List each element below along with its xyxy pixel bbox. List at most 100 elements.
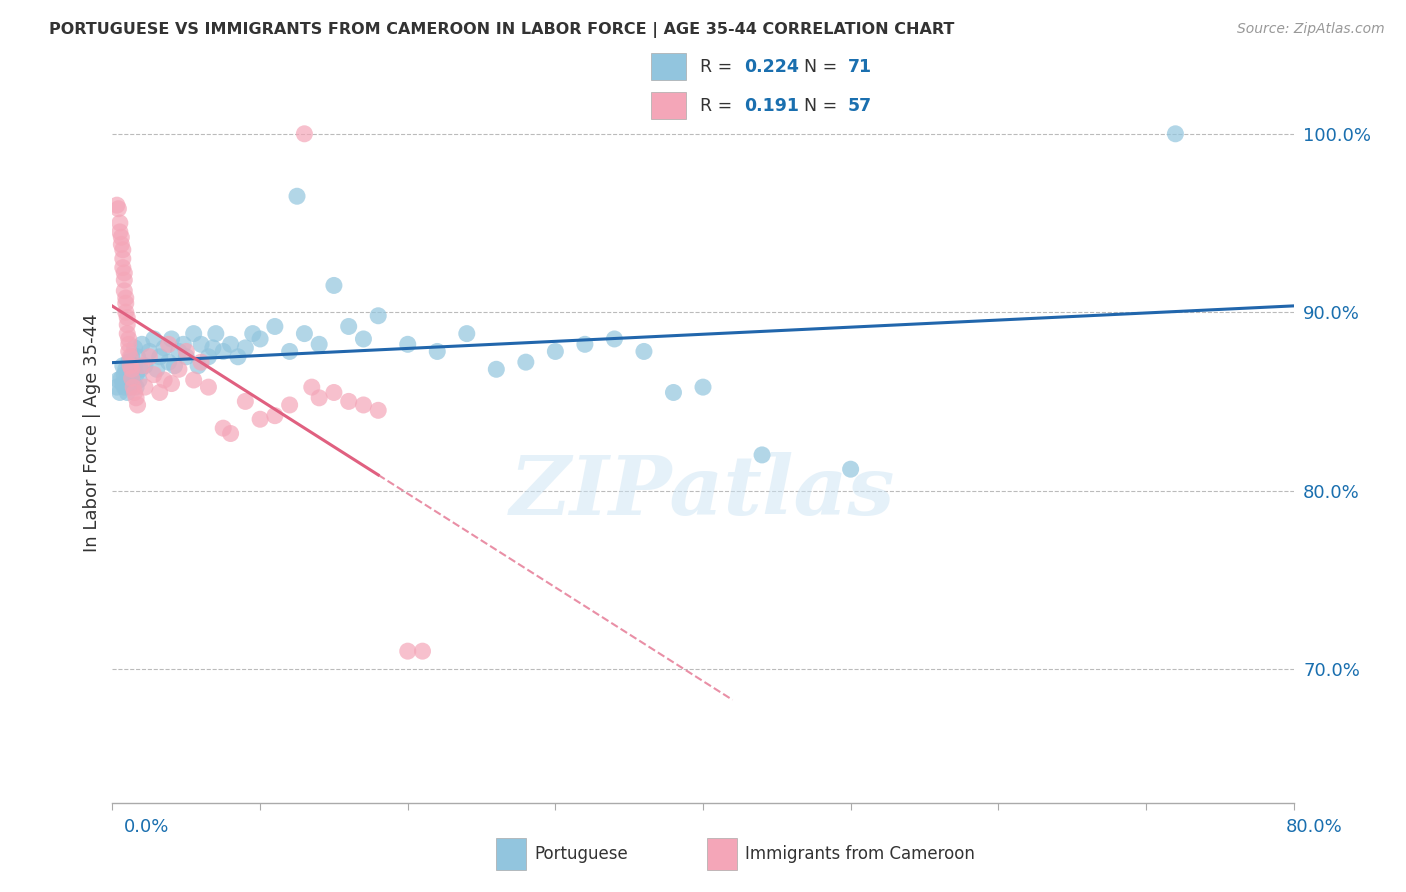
- Text: N =: N =: [804, 96, 844, 114]
- Point: [112, 273, 135, 287]
- Point: [121, 371, 143, 385]
- Point: [110, 237, 132, 252]
- Point: [131, 337, 153, 351]
- Point: [142, 368, 165, 382]
- Point: [120, 359, 142, 373]
- Point: [633, 344, 655, 359]
- Point: [308, 391, 330, 405]
- Text: Source: ZipAtlas.com: Source: ZipAtlas.com: [1237, 22, 1385, 37]
- Point: [127, 398, 149, 412]
- Point: [396, 337, 419, 351]
- Point: [121, 368, 143, 382]
- Point: [134, 380, 156, 394]
- Point: [117, 318, 138, 332]
- Text: R =: R =: [700, 58, 738, 76]
- Point: [153, 373, 176, 387]
- Point: [167, 362, 190, 376]
- Point: [190, 337, 212, 351]
- FancyBboxPatch shape: [651, 54, 686, 80]
- Point: [107, 202, 129, 216]
- Point: [292, 326, 315, 341]
- Point: [337, 394, 360, 409]
- Text: Immigrants from Cameroon: Immigrants from Cameroon: [745, 845, 974, 863]
- Point: [114, 296, 136, 310]
- Point: [396, 644, 419, 658]
- Point: [129, 362, 152, 376]
- Point: [692, 380, 714, 394]
- Point: [111, 359, 134, 373]
- Point: [544, 344, 567, 359]
- Point: [117, 310, 138, 325]
- Text: 0.191: 0.191: [744, 96, 799, 114]
- Point: [456, 326, 478, 341]
- Point: [160, 332, 183, 346]
- Y-axis label: In Labor Force | Age 35-44: In Labor Force | Age 35-44: [83, 313, 101, 552]
- Point: [574, 337, 596, 351]
- Text: 0.0%: 0.0%: [124, 818, 169, 836]
- Point: [125, 380, 148, 394]
- Point: [127, 350, 149, 364]
- Point: [160, 376, 183, 391]
- Point: [292, 127, 315, 141]
- Point: [122, 380, 145, 394]
- Point: [278, 398, 301, 412]
- Point: [219, 337, 242, 351]
- Point: [111, 376, 134, 391]
- Point: [839, 462, 862, 476]
- Point: [197, 350, 219, 364]
- Point: [114, 362, 136, 376]
- Point: [367, 403, 389, 417]
- Point: [120, 350, 142, 364]
- Point: [111, 252, 134, 266]
- Point: [112, 368, 135, 382]
- Point: [124, 385, 146, 400]
- Point: [197, 380, 219, 394]
- Text: 80.0%: 80.0%: [1286, 818, 1343, 836]
- Point: [264, 319, 287, 334]
- Point: [172, 337, 194, 351]
- Point: [157, 337, 180, 351]
- Point: [117, 373, 138, 387]
- Point: [131, 359, 153, 373]
- Point: [485, 362, 508, 376]
- Point: [122, 376, 145, 391]
- Point: [233, 394, 256, 409]
- Text: 57: 57: [848, 96, 872, 114]
- Point: [125, 391, 148, 405]
- Point: [112, 266, 135, 280]
- Point: [110, 230, 132, 244]
- Point: [323, 385, 346, 400]
- FancyBboxPatch shape: [651, 92, 686, 120]
- Point: [603, 332, 626, 346]
- Point: [264, 409, 287, 423]
- Point: [233, 341, 256, 355]
- Point: [112, 284, 135, 298]
- Point: [212, 421, 235, 435]
- Point: [117, 385, 138, 400]
- FancyBboxPatch shape: [707, 838, 737, 871]
- Point: [167, 344, 190, 359]
- Point: [111, 243, 134, 257]
- Point: [117, 326, 138, 341]
- Point: [138, 344, 160, 359]
- Point: [110, 371, 132, 385]
- Point: [212, 344, 235, 359]
- Point: [124, 359, 146, 373]
- Point: [114, 305, 136, 319]
- Point: [105, 380, 128, 394]
- Point: [108, 216, 131, 230]
- Point: [174, 350, 197, 364]
- Point: [515, 355, 537, 369]
- Point: [107, 373, 129, 387]
- Text: ZIPatlas: ZIPatlas: [510, 452, 896, 532]
- Point: [285, 189, 308, 203]
- Point: [205, 326, 228, 341]
- Point: [411, 644, 433, 658]
- Point: [118, 332, 141, 346]
- Point: [174, 344, 197, 359]
- Point: [125, 368, 148, 382]
- Point: [120, 380, 142, 394]
- Text: N =: N =: [804, 58, 844, 76]
- Point: [301, 380, 323, 394]
- Point: [352, 332, 374, 346]
